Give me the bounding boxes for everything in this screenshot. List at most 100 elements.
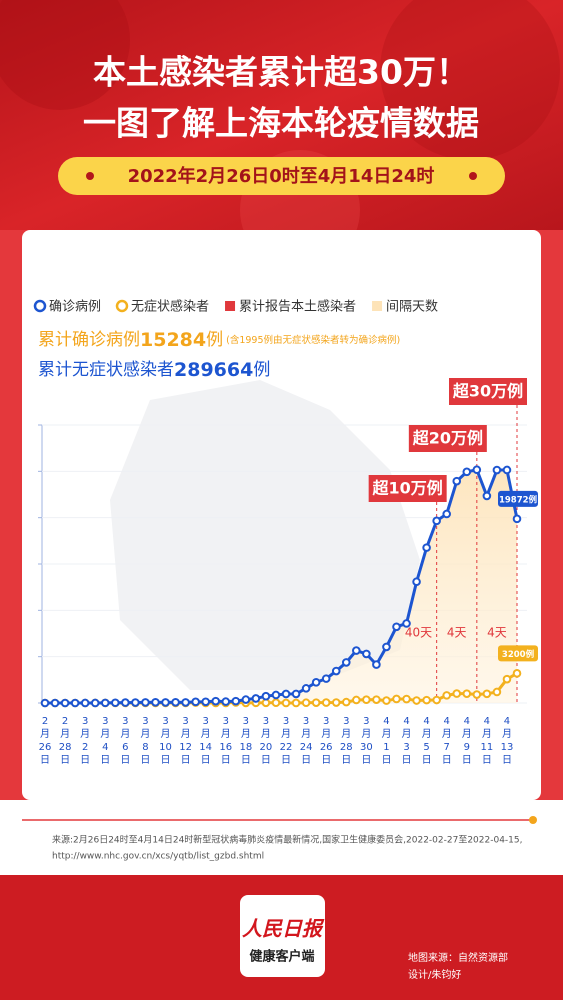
point: [492, 465, 502, 475]
point: [422, 543, 431, 552]
point: [502, 674, 512, 684]
point: [60, 698, 70, 708]
point: [231, 696, 241, 706]
point: [100, 698, 110, 708]
logo-box: [240, 895, 325, 977]
point: [281, 698, 291, 708]
point: [482, 491, 492, 501]
point: [311, 698, 321, 707]
milestone-label: 超10万例: [372, 479, 443, 498]
x-tick-label: 4月9日: [461, 716, 472, 766]
point: [241, 695, 251, 704]
period: 2022年2月26日0时至4月14日24时: [128, 165, 435, 187]
point: [512, 514, 522, 524]
value-label: 3200例: [502, 649, 535, 660]
point: [251, 694, 261, 703]
point: [512, 669, 522, 678]
legend-marker: [33, 299, 47, 313]
point: [321, 698, 331, 707]
summary: 累计无症状感染者289664例: [38, 359, 270, 381]
point: [131, 698, 140, 707]
legend-label: 累计报告本土感染者: [239, 299, 356, 315]
map-source: 地图来源：自然资源部: [408, 951, 508, 964]
x-tick-label: 4月13日: [500, 716, 514, 766]
point: [221, 697, 231, 706]
point: [341, 697, 351, 707]
x-tick-label: 3月22日: [279, 716, 293, 766]
legend-marker: [115, 299, 129, 313]
point: [311, 678, 321, 687]
x-tick-label: 3月2日: [80, 716, 91, 766]
point: [382, 696, 391, 705]
point: [462, 689, 472, 698]
summary-label: 累计无症状感染者: [38, 360, 174, 380]
point: [472, 690, 482, 699]
point: [442, 691, 452, 700]
point: [301, 684, 311, 693]
point: [70, 698, 80, 708]
point: [110, 698, 120, 708]
point: [452, 689, 462, 698]
designer: 设计/朱钧好: [408, 968, 461, 981]
x-tick-label: 3月6日: [120, 716, 131, 766]
interval-label: 4天: [447, 626, 467, 640]
point: [402, 694, 411, 704]
point: [392, 622, 401, 632]
value-label-box: [498, 490, 538, 507]
title-line: 本土感染者累计超30万！: [93, 53, 469, 92]
x-tick-label: 3月16日: [219, 716, 233, 766]
point: [281, 689, 291, 699]
texture: [380, 0, 560, 160]
point: [462, 467, 472, 477]
point: [422, 695, 431, 705]
point: [191, 697, 200, 707]
point: [352, 695, 361, 705]
logo-top: 人民日报: [242, 917, 325, 941]
point: [412, 696, 421, 705]
point: [121, 698, 130, 707]
summary-value: 15284: [140, 329, 206, 351]
map-shape: [110, 380, 420, 690]
x-tick-label: 3月20日: [259, 716, 273, 766]
milestone-box: [368, 475, 447, 502]
point: [362, 695, 371, 705]
point: [161, 698, 170, 707]
x-tick-label: 2月26日: [38, 716, 52, 766]
point: [80, 698, 90, 708]
x-tick-label: 2月28日: [58, 716, 72, 766]
point: [402, 619, 411, 628]
footer-dot: [529, 816, 537, 824]
interval-label: 4天: [487, 626, 507, 640]
legend-label: 确诊病例: [49, 300, 101, 315]
point: [331, 698, 341, 707]
point: [211, 696, 221, 706]
legend-label: 间隔天数: [386, 300, 438, 315]
value-label-box: [498, 645, 538, 662]
point: [341, 658, 351, 667]
legend-marker: [372, 301, 383, 311]
point: [271, 690, 281, 700]
point: [201, 697, 210, 707]
point: [141, 698, 150, 707]
point: [482, 689, 492, 699]
legend-label: 无症状感染者: [131, 299, 209, 315]
point: [442, 509, 452, 519]
point: [392, 694, 401, 704]
point: [452, 476, 462, 486]
x-tick-label: 4月3日: [401, 716, 412, 766]
x-tick-label: 3月10日: [159, 716, 172, 766]
summary-label: 累计确诊病例: [38, 330, 140, 350]
point: [372, 695, 381, 704]
point: [40, 698, 50, 708]
milestone-box: [449, 378, 527, 405]
point: [412, 577, 421, 587]
value-label: 19872例: [499, 494, 538, 505]
point: [331, 666, 341, 676]
x-tick-label: 3月12日: [179, 716, 192, 766]
texture: [0, 0, 130, 110]
x-tick-label: 3月28日: [339, 716, 353, 766]
summary-note: (含1995例由无症状感染者转为确诊病例): [226, 334, 400, 346]
point: [261, 691, 271, 701]
summary-unit: 例: [253, 360, 270, 380]
